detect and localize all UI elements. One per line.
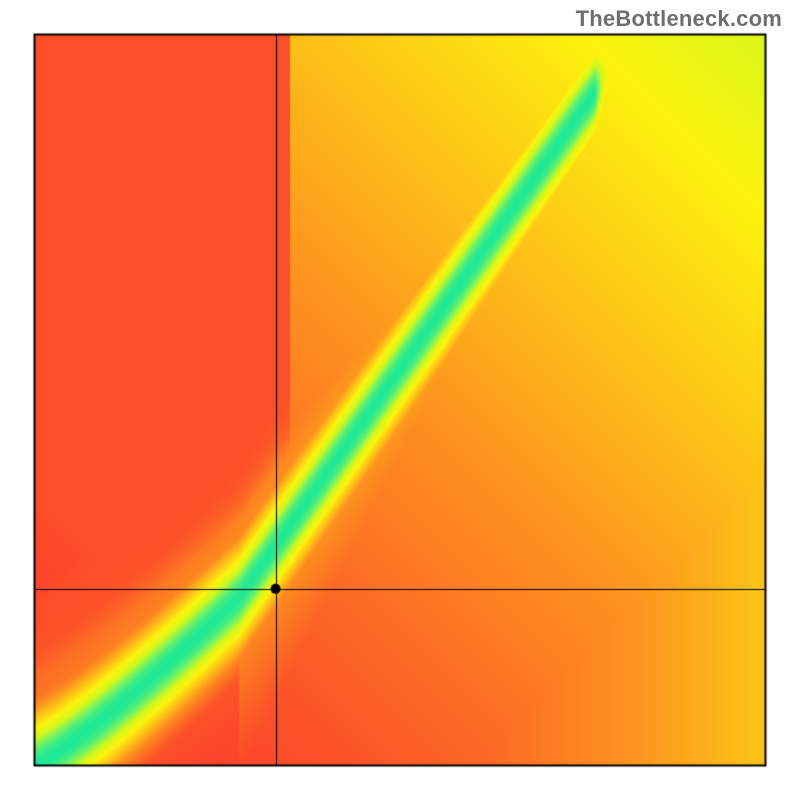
watermark-label: TheBottleneck.com bbox=[576, 6, 782, 32]
heatmap-canvas bbox=[0, 0, 800, 800]
chart-container: TheBottleneck.com bbox=[0, 0, 800, 800]
